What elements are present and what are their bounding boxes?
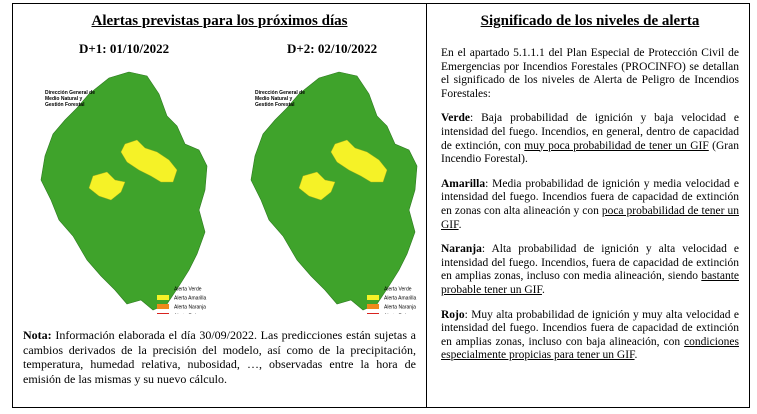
level-description: Rojo: Muy alta probabilidad de ignición …	[441, 309, 739, 363]
zone-yellow	[298, 171, 336, 201]
legend-label: Alerta Amarilla	[174, 296, 206, 302]
legend-swatch	[367, 304, 379, 309]
level-emphasis: muy poca probabilidad de tener un GIF	[524, 139, 709, 152]
org-line: Gestión Forestal	[45, 102, 85, 108]
legend-label: Alerta Verde	[384, 287, 412, 293]
level-name: Naranja	[441, 243, 482, 256]
forecast-panel: Alertas previstas para los próximos días…	[13, 4, 427, 407]
map-label: D+2: 02/10/2022	[287, 41, 378, 56]
legend-swatch	[367, 295, 379, 300]
note: Nota: Información elaborada el día 30/09…	[23, 328, 416, 386]
org-line: Medio Natural y	[255, 96, 292, 102]
level-text: : Alta probabilidad de ignición y alta v…	[441, 243, 739, 283]
panel-title: Significado de los niveles de alerta	[480, 13, 700, 29]
note-text: Información elaborada el día 30/09/2022.…	[23, 328, 416, 386]
legend-swatch	[157, 304, 169, 309]
note-label: Nota:	[23, 328, 52, 342]
legend-label: Alerta Naranja	[384, 305, 416, 311]
level-text: .	[541, 283, 545, 296]
org-line: Dirección General de	[255, 90, 305, 96]
panel-title: Alertas previstas para los próximos días	[91, 13, 348, 29]
level-name: Verde	[441, 112, 470, 125]
legend-swatch	[367, 286, 379, 291]
level-description: Verde: Baja probabilidad de ignición y b…	[441, 112, 739, 166]
region-green	[40, 71, 208, 311]
zone-yellow	[330, 139, 388, 183]
level-text: : Baja probabilidad de ignición y baja v…	[441, 112, 739, 152]
legend-label: Alerta Roja	[384, 314, 409, 315]
region-green	[250, 71, 418, 311]
level-emphasis: bastante probable tener un GIF	[441, 270, 739, 296]
legend-swatch	[367, 313, 379, 314]
legend-swatch	[157, 286, 169, 291]
legend-swatch	[157, 313, 169, 314]
level-description: Amarilla: Media probabilidad de ignición…	[441, 178, 739, 232]
legend-label: Alerta Naranja	[174, 305, 206, 311]
org-line: Dirección General de	[45, 90, 95, 96]
level-text: : Muy alta probabilidad de ignición y mu…	[441, 308, 739, 348]
legend-swatch	[157, 295, 169, 300]
level-emphasis: condiciones especialmente propicias para…	[441, 335, 739, 362]
legend-label: Alerta Verde	[174, 287, 202, 293]
level-text: .	[458, 218, 462, 231]
level-text: : Media probabilidad de ignición y media…	[441, 177, 739, 217]
level-name: Rojo	[441, 308, 465, 321]
legend-label: Alerta Amarilla	[384, 296, 416, 302]
org-line: Medio Natural y	[45, 96, 82, 102]
level-name: Amarilla	[441, 177, 486, 190]
zone-yellow	[88, 171, 126, 201]
levels: Verde: Baja probabilidad de ignición y b…	[441, 112, 739, 363]
map-label: D+1: 01/10/2022	[79, 41, 170, 56]
level-description: Naranja: Alta probabilidad de ignición y…	[441, 243, 739, 297]
org-line: Gestión Forestal	[255, 102, 295, 108]
zone-yellow	[120, 139, 178, 183]
level-text: .	[634, 349, 638, 362]
level-text: (Gran Incendio Forestal).	[441, 139, 739, 166]
intro: En el apartado 5.1.1.1 del Plan Especial…	[441, 47, 739, 100]
level-emphasis: poca probabilidad de tener un GIF	[441, 204, 739, 231]
legend-label: Alerta Roja	[174, 314, 199, 315]
meaning-panel: Significado de los niveles de alerta En …	[427, 4, 749, 407]
document: Alertas previstas para los próximos días…	[12, 3, 750, 408]
